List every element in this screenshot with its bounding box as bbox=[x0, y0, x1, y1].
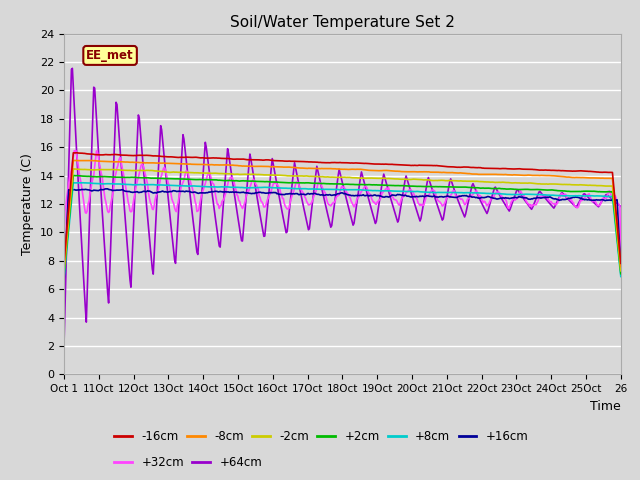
-16cm bbox=[204, 155, 212, 161]
+64cm bbox=[313, 163, 321, 169]
+2cm bbox=[480, 185, 488, 191]
+8cm bbox=[389, 188, 397, 194]
Line: -2cm: -2cm bbox=[64, 169, 621, 272]
+32cm bbox=[71, 148, 79, 154]
+32cm bbox=[433, 194, 440, 200]
X-axis label: Time: Time bbox=[590, 400, 621, 413]
+8cm bbox=[617, 274, 625, 279]
+64cm bbox=[480, 205, 488, 211]
+8cm bbox=[60, 276, 68, 281]
-2cm bbox=[204, 170, 212, 176]
-2cm bbox=[159, 168, 167, 174]
-16cm bbox=[313, 159, 321, 165]
+16cm bbox=[433, 194, 440, 200]
Line: +32cm: +32cm bbox=[64, 151, 621, 268]
-16cm bbox=[433, 163, 440, 168]
Line: -8cm: -8cm bbox=[64, 160, 621, 267]
-2cm bbox=[313, 174, 321, 180]
+2cm bbox=[617, 271, 625, 276]
+2cm bbox=[313, 180, 321, 186]
-8cm bbox=[313, 166, 321, 171]
+8cm bbox=[313, 186, 321, 192]
-16cm bbox=[159, 154, 167, 159]
+2cm bbox=[70, 173, 77, 179]
-2cm bbox=[433, 178, 440, 183]
+32cm bbox=[60, 265, 68, 271]
-8cm bbox=[480, 171, 488, 177]
-16cm bbox=[72, 150, 80, 156]
+2cm bbox=[204, 177, 212, 182]
+64cm bbox=[389, 204, 397, 209]
+16cm bbox=[204, 190, 212, 195]
Text: EE_met: EE_met bbox=[86, 49, 134, 62]
-2cm bbox=[617, 268, 625, 274]
-8cm bbox=[159, 160, 167, 166]
-8cm bbox=[617, 264, 625, 269]
+64cm bbox=[204, 159, 212, 165]
Line: +8cm: +8cm bbox=[64, 183, 621, 278]
-16cm bbox=[60, 261, 68, 266]
+8cm bbox=[204, 184, 212, 190]
+16cm bbox=[617, 266, 625, 272]
-2cm bbox=[70, 166, 77, 172]
-8cm bbox=[60, 264, 68, 270]
+32cm bbox=[313, 186, 321, 192]
-8cm bbox=[433, 169, 440, 175]
+2cm bbox=[433, 184, 440, 190]
+2cm bbox=[159, 176, 167, 181]
+32cm bbox=[389, 195, 397, 201]
+32cm bbox=[159, 166, 167, 171]
-16cm bbox=[617, 261, 625, 266]
+2cm bbox=[60, 272, 68, 277]
+16cm bbox=[159, 189, 167, 194]
+64cm bbox=[159, 147, 167, 153]
+32cm bbox=[480, 198, 488, 204]
-2cm bbox=[480, 179, 488, 185]
-2cm bbox=[60, 269, 68, 275]
+8cm bbox=[433, 190, 440, 195]
+8cm bbox=[159, 182, 167, 188]
Title: Soil/Water Temperature Set 2: Soil/Water Temperature Set 2 bbox=[230, 15, 455, 30]
+64cm bbox=[68, 65, 76, 71]
Y-axis label: Temperature (C): Temperature (C) bbox=[22, 153, 35, 255]
+16cm bbox=[480, 195, 488, 201]
-16cm bbox=[480, 166, 488, 171]
Line: -16cm: -16cm bbox=[64, 153, 621, 264]
+64cm bbox=[617, 204, 625, 209]
+16cm bbox=[313, 192, 321, 197]
+16cm bbox=[389, 192, 397, 198]
Line: +64cm: +64cm bbox=[64, 68, 621, 345]
Line: +2cm: +2cm bbox=[64, 176, 621, 275]
Legend: +32cm, +64cm: +32cm, +64cm bbox=[115, 456, 262, 469]
Line: +16cm: +16cm bbox=[64, 189, 621, 282]
+16cm bbox=[60, 279, 68, 285]
+8cm bbox=[79, 180, 86, 186]
+16cm bbox=[102, 186, 109, 192]
-16cm bbox=[389, 162, 397, 168]
+64cm bbox=[60, 342, 68, 348]
+8cm bbox=[480, 191, 488, 196]
-2cm bbox=[389, 176, 397, 181]
-8cm bbox=[389, 168, 397, 174]
+2cm bbox=[389, 182, 397, 188]
+64cm bbox=[433, 201, 440, 206]
+32cm bbox=[204, 171, 212, 177]
-8cm bbox=[204, 162, 212, 168]
-8cm bbox=[70, 157, 77, 163]
+32cm bbox=[617, 259, 625, 265]
